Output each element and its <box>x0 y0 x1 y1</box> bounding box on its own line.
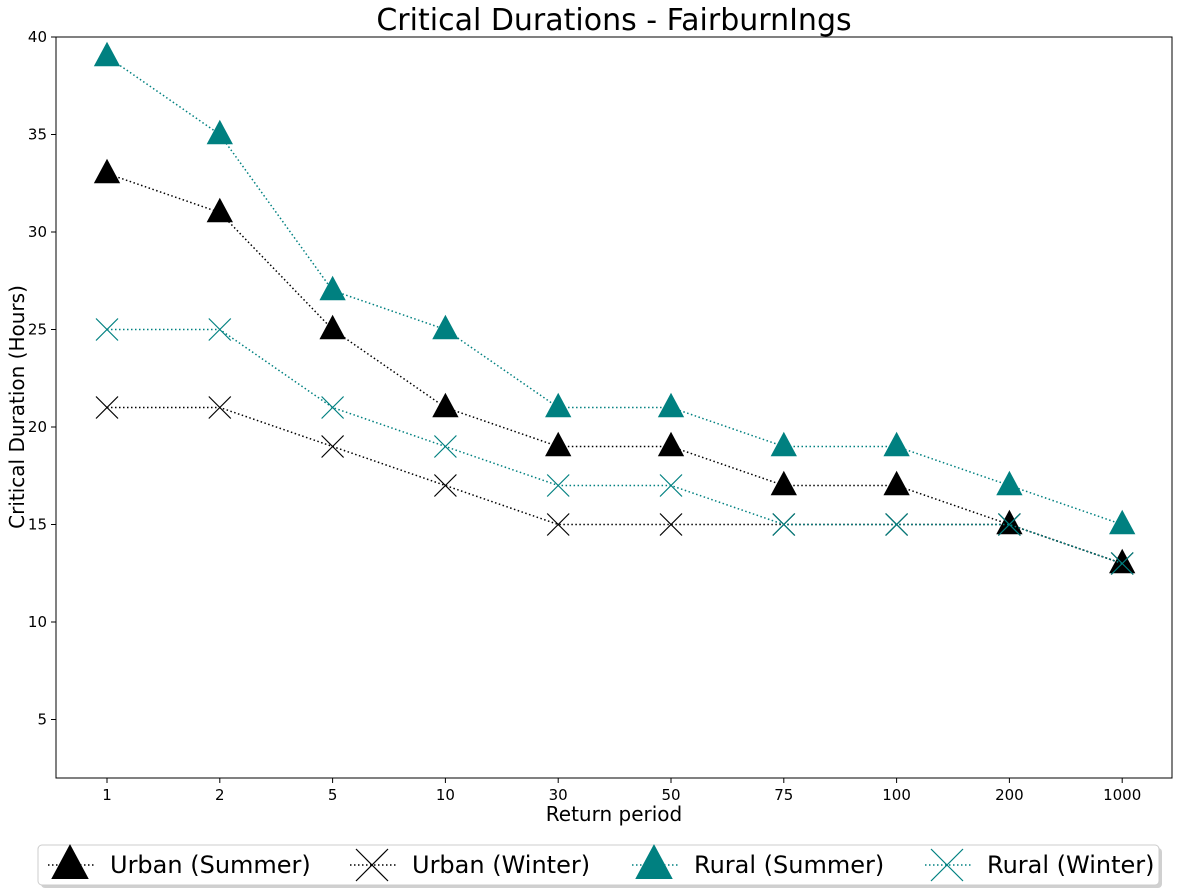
series-line <box>106 172 1123 565</box>
data-point <box>546 513 570 536</box>
data-point <box>545 392 572 418</box>
legend-marker <box>635 844 673 879</box>
legend-item: Urban (Summer) <box>48 844 311 879</box>
x-tick-label: 50 <box>661 786 680 804</box>
y-axis-label: Critical Duration (Hours) <box>5 285 29 529</box>
data-point <box>208 396 232 419</box>
legend-item: Rural (Summer) <box>632 844 884 879</box>
data-point <box>319 314 346 340</box>
series-line <box>106 55 1123 526</box>
y-tick-label: 40 <box>28 28 47 46</box>
data-point <box>433 435 457 458</box>
data-point <box>321 396 345 419</box>
data-point <box>883 470 910 496</box>
data-point <box>545 431 572 457</box>
data-point <box>770 431 797 457</box>
x-axis-label: Return period <box>546 802 682 826</box>
plot-area-frame <box>55 36 1173 779</box>
data-point <box>1109 548 1136 574</box>
x-tick-label: 30 <box>549 786 568 804</box>
data-point <box>1109 509 1136 535</box>
legend-label: Rural (Summer) <box>694 851 884 879</box>
x-tick-label: 1000 <box>1103 786 1141 804</box>
y-tick-label: 15 <box>28 516 47 534</box>
series-layer <box>93 41 1136 575</box>
y-tick-label: 30 <box>28 223 47 241</box>
legend-label: Rural (Winter) <box>987 851 1155 879</box>
legend-box <box>37 844 1160 886</box>
data-point <box>1110 552 1134 575</box>
data-point <box>657 431 685 457</box>
y-axis: 5 10 15 20 25 30 35 40 <box>28 28 56 729</box>
data-point <box>432 314 459 340</box>
x-tick-label: 100 <box>882 786 911 804</box>
data-point <box>93 158 121 184</box>
legend-label: Urban (Winter) <box>412 851 590 879</box>
data-point <box>95 396 119 419</box>
data-point <box>996 470 1023 496</box>
x-tick-label: 5 <box>328 786 338 804</box>
data-point <box>659 513 683 536</box>
y-tick-label: 35 <box>28 126 47 144</box>
data-point <box>996 509 1023 535</box>
data-point <box>659 474 683 497</box>
x-tick-label: 2 <box>215 786 225 804</box>
series-urban-summer <box>93 158 1136 574</box>
legend-marker <box>51 844 89 879</box>
x-tick-label: 1 <box>102 786 112 804</box>
series-rural-winter <box>95 318 1134 575</box>
data-point <box>657 392 685 418</box>
x-tick-label: 10 <box>436 786 455 804</box>
data-point <box>95 318 119 341</box>
y-tick-label: 10 <box>28 613 47 631</box>
chart-title: Critical Durations - FairburnIngs <box>376 3 851 38</box>
data-point <box>546 474 570 497</box>
x-tick-label: 75 <box>774 786 793 804</box>
data-point <box>206 119 233 145</box>
series-line <box>107 406 1123 565</box>
data-point <box>432 392 459 418</box>
data-point <box>997 513 1021 536</box>
data-point <box>885 513 909 536</box>
data-point <box>770 470 797 496</box>
data-point <box>772 513 796 536</box>
y-tick-label: 5 <box>37 711 47 729</box>
legend-item: Urban (Winter) <box>350 848 590 882</box>
legend-item: Rural (Winter) <box>925 848 1155 882</box>
data-point <box>883 431 910 457</box>
legend: Urban (Summer) Urban (Winter) Rural (Summe… <box>37 844 1162 888</box>
series-rural-summer <box>93 41 1136 535</box>
data-point <box>208 318 232 341</box>
data-point <box>321 435 345 458</box>
legend-marker <box>930 848 964 882</box>
y-tick-label: 20 <box>28 418 47 436</box>
series-line <box>107 328 1123 565</box>
y-tick-label: 25 <box>28 321 47 339</box>
data-point <box>433 474 457 497</box>
x-tick-label: 200 <box>995 786 1024 804</box>
data-point <box>319 275 346 301</box>
x-axis: 1 2 5 10 30 50 75 100 200 1000 <box>102 778 1141 804</box>
legend-label: Urban (Summer) <box>110 851 311 879</box>
data-point <box>93 41 121 67</box>
data-point <box>206 197 233 223</box>
legend-marker <box>355 848 389 882</box>
